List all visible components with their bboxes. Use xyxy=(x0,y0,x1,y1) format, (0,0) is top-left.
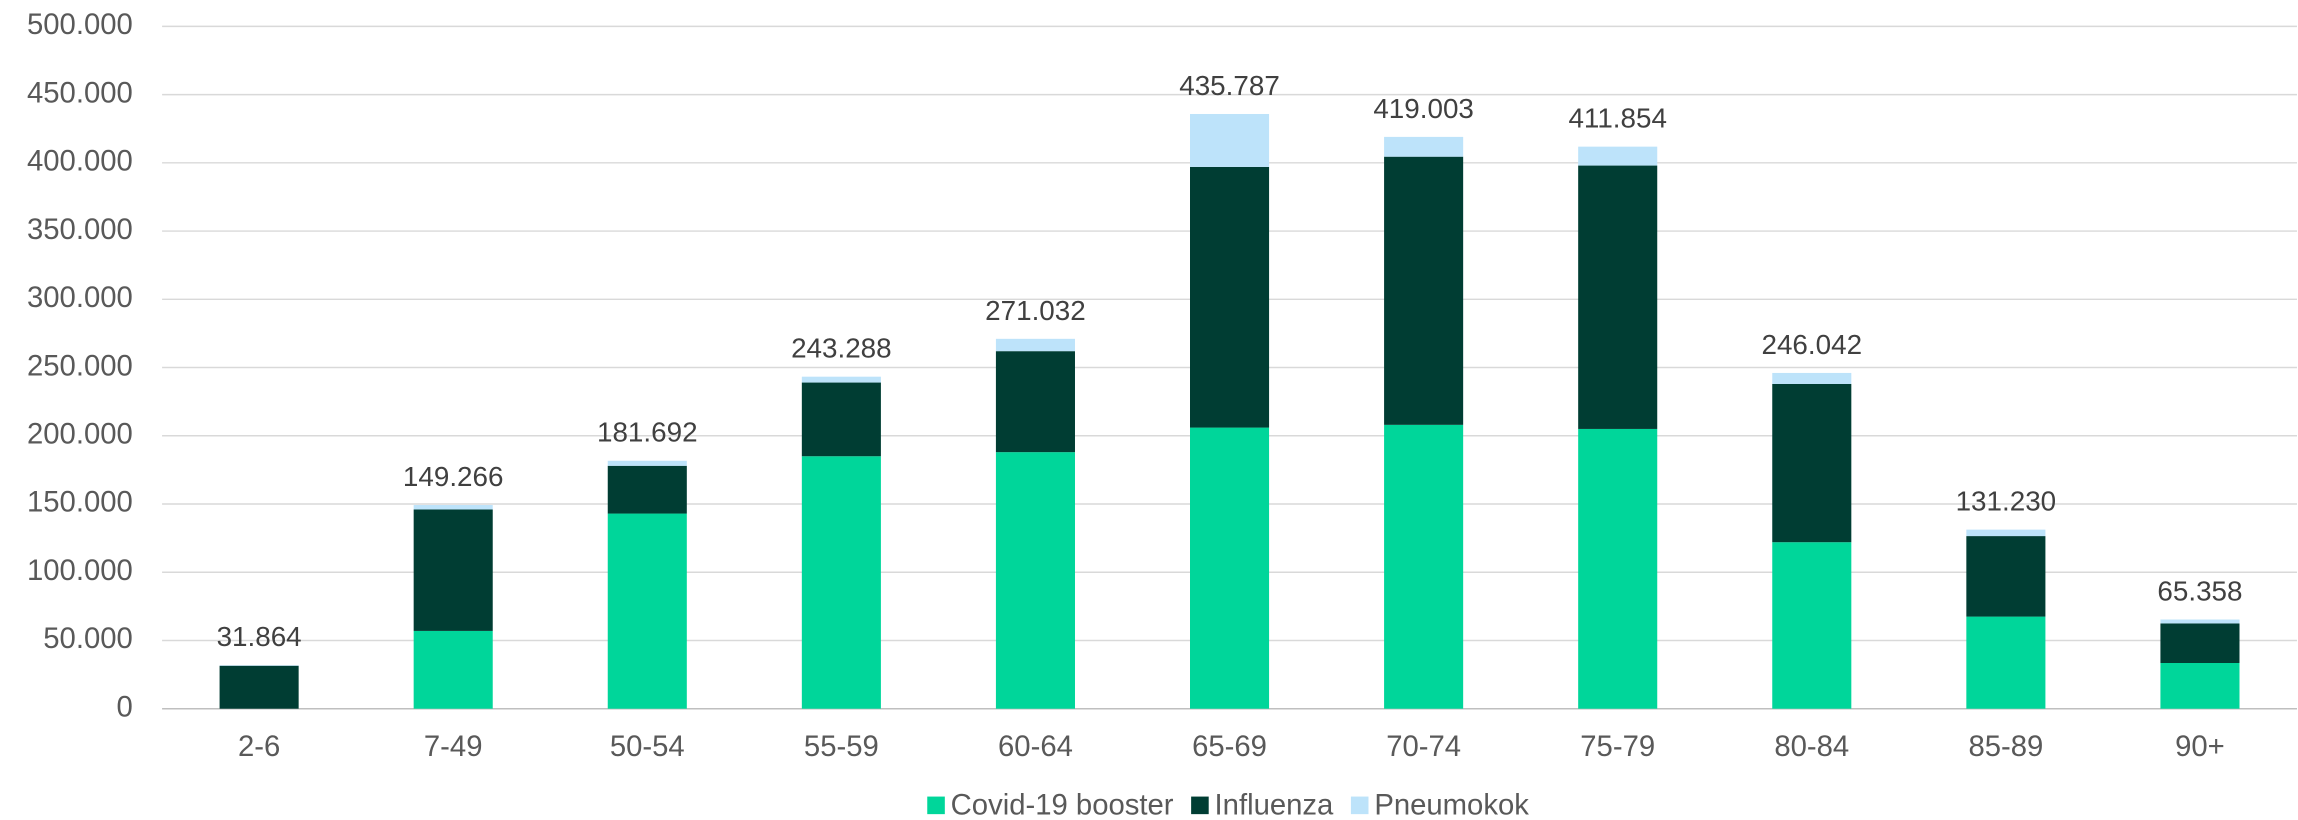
total-label: 149.266 xyxy=(403,461,504,492)
bar-segment xyxy=(995,351,1075,453)
y-tick-label: 300.000 xyxy=(27,281,133,314)
bar-segment xyxy=(801,376,881,383)
y-tick-label: 500.000 xyxy=(27,8,133,41)
y-tick-label: 350.000 xyxy=(27,213,133,246)
legend-label: Pneumokok xyxy=(1374,789,1529,820)
y-tick-label: 0 xyxy=(117,690,133,723)
bar-segment xyxy=(413,630,493,709)
legend-swatch xyxy=(1350,796,1369,815)
x-tick-label: 2-6 xyxy=(238,730,280,763)
bar-segment xyxy=(2160,623,2240,663)
y-tick-label: 200.000 xyxy=(27,418,133,451)
y-tick-label: 100.000 xyxy=(27,554,133,587)
x-tick-label: 50-54 xyxy=(610,730,685,763)
bar-segment xyxy=(1384,156,1464,425)
total-label: 419.003 xyxy=(1373,93,1474,124)
bar-segment xyxy=(1966,536,2046,617)
bar-segment xyxy=(413,509,493,631)
bar-segment xyxy=(607,465,687,514)
total-label: 181.692 xyxy=(597,417,698,448)
x-tick-label: 60-64 xyxy=(998,730,1073,763)
x-tick-label: 65-69 xyxy=(1192,730,1267,763)
bar-segment xyxy=(1384,136,1464,157)
bar-segment xyxy=(2160,619,2240,624)
total-label: 65.358 xyxy=(2157,576,2242,607)
x-tick-label: 7-49 xyxy=(424,730,483,763)
bar-segment xyxy=(1966,529,2046,537)
total-label: 411.854 xyxy=(1568,103,1666,134)
bar-segment xyxy=(1190,427,1270,709)
bar-segment xyxy=(1772,542,1852,709)
bar-segment xyxy=(219,665,299,709)
bar-segment xyxy=(1578,146,1658,166)
total-label: 243.288 xyxy=(791,333,892,364)
x-tick-label: 90+ xyxy=(2175,730,2225,763)
bar-segment xyxy=(1966,616,2046,709)
bar-segment xyxy=(413,505,493,510)
y-tick-label: 400.000 xyxy=(27,145,133,178)
legend-swatch xyxy=(1191,796,1209,815)
bar-segment xyxy=(1190,166,1270,428)
legend-swatch xyxy=(927,796,945,815)
y-tick-label: 450.000 xyxy=(27,76,133,109)
bar-segment xyxy=(995,338,1075,352)
y-tick-label: 50.000 xyxy=(43,622,133,655)
total-label: 435.787 xyxy=(1179,70,1280,101)
x-tick-label: 85-89 xyxy=(1968,730,2043,763)
bar-segment xyxy=(1772,372,1852,384)
x-tick-label: 55-59 xyxy=(804,730,879,763)
bar-segment xyxy=(995,452,1075,709)
x-tick-label: 80-84 xyxy=(1774,730,1849,763)
bar-segment xyxy=(1190,113,1270,167)
total-label: 246.042 xyxy=(1762,329,1863,360)
y-tick-label: 250.000 xyxy=(27,349,133,382)
total-label: 31.864 xyxy=(217,621,302,652)
bar-segment xyxy=(607,460,687,466)
bar-segment xyxy=(607,513,687,709)
bar-segment xyxy=(1384,424,1464,709)
bar-segment xyxy=(1772,383,1852,543)
bar-segment xyxy=(2160,662,2240,709)
legend-label: Influenza xyxy=(1215,789,1335,820)
total-label: 131.230 xyxy=(1956,486,2057,517)
total-label: 271.032 xyxy=(985,295,1086,326)
bar-segment xyxy=(801,456,881,709)
bar-segment xyxy=(801,382,881,457)
bar-segment xyxy=(1578,428,1658,709)
x-tick-label: 70-74 xyxy=(1386,730,1461,763)
legend-label: Covid-19 booster xyxy=(951,789,1174,820)
bar-segment xyxy=(1578,165,1658,429)
x-tick-label: 75-79 xyxy=(1580,730,1655,763)
y-tick-label: 150.000 xyxy=(27,486,133,519)
